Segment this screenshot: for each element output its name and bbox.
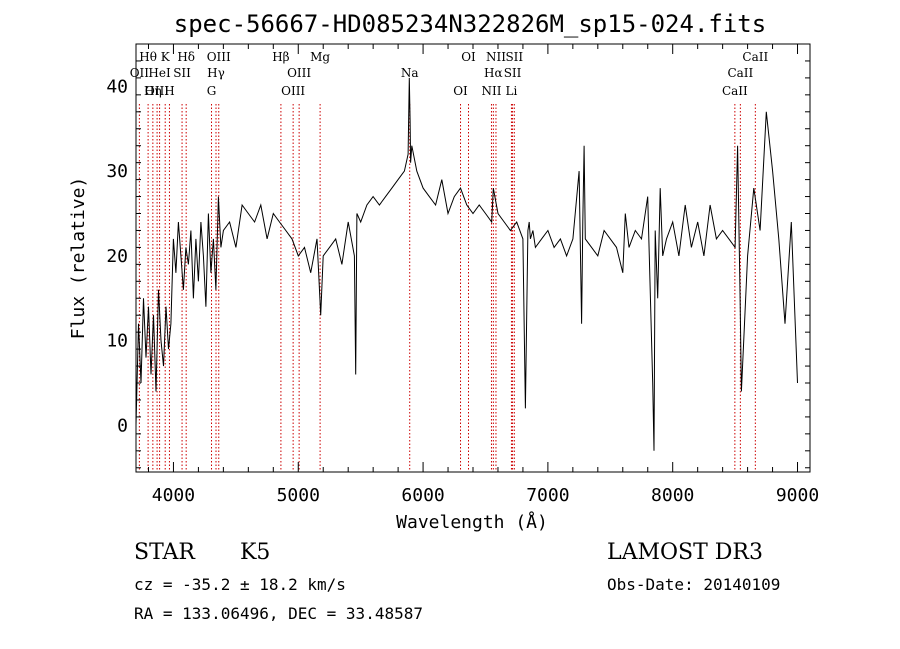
x-tick-label: 8000 [651,485,694,506]
line-marker-label: Hθ [139,50,157,64]
line-marker-label: NII [481,84,501,98]
observation-date: Obs-Date: 20140109 [607,575,780,594]
line-marker-label: OIII [281,84,305,98]
plot-frame [135,43,811,473]
line-marker-label: OIII [207,50,231,64]
line-marker-label: NII [486,50,506,64]
chart-title: spec-56667-HD085234N322826M_sp15-024.fit… [174,10,766,38]
line-marker-label: Na [401,66,419,80]
line-marker-label: HeI [148,66,171,80]
y-axis-label: Flux (relative) [68,177,89,340]
line-marker-label: OI [461,50,476,64]
y-axis-ticks: 0 10 20 30 40 [106,43,810,469]
line-marker-label: SII [505,50,523,64]
survey-name: LAMOST DR3 [607,540,763,565]
line-marker-label: CaII [722,84,748,98]
line-marker-label: Hα [484,66,503,80]
y-tick-label: 20 [106,246,128,267]
redshift-readout: cz = -35.2 ± 18.2 km/s [134,575,346,594]
line-marker-label: OIII [145,84,169,98]
line-marker-label: Hη [144,84,162,98]
y-tick-label: 30 [106,161,128,182]
y-tick-label: 0 [117,415,128,436]
object-subclass: K5 [240,540,270,565]
x-tick-label: 7000 [526,485,569,506]
y-tick-label: 40 [106,76,128,97]
x-axis-ticks: 4000 5000 6000 7000 8000 9000 [147,44,819,506]
spectrum-series-line [135,77,798,451]
y-tick-label: 10 [106,331,128,352]
x-tick-label: 9000 [776,485,819,506]
line-marker-label: Hδ [177,50,195,64]
line-marker-label: OI [453,84,468,98]
x-axis-label: Wavelength (Å) [396,511,548,533]
line-marker-label: CaII [742,50,768,64]
emission-line-markers [138,104,756,472]
x-tick-label: 4000 [152,485,195,506]
line-marker-label: H [164,84,174,98]
x-tick-label: 6000 [401,485,444,506]
line-marker-label: CaII [727,66,753,80]
line-marker-label: K [161,50,171,64]
line-marker-label: Hγ [207,66,225,80]
line-marker-label: SII [173,66,191,80]
line-marker-label: Li [506,84,518,98]
line-marker-label: OIII [287,66,311,80]
emission-line-labels: HθOIIOIIIKHeIHηHδSIIHOIIIHγGHβOIIIOIIIMg… [130,50,769,98]
line-marker-label: SII [504,66,522,80]
line-marker-label: Mg [310,50,330,64]
line-marker-label: G [207,84,217,98]
line-marker-label: OII [130,66,150,80]
line-marker-label: Hβ [272,50,289,64]
coordinates-readout: RA = 133.06496, DEC = 33.48587 [134,604,423,623]
x-tick-label: 5000 [277,485,320,506]
object-class: STAR [134,540,196,565]
